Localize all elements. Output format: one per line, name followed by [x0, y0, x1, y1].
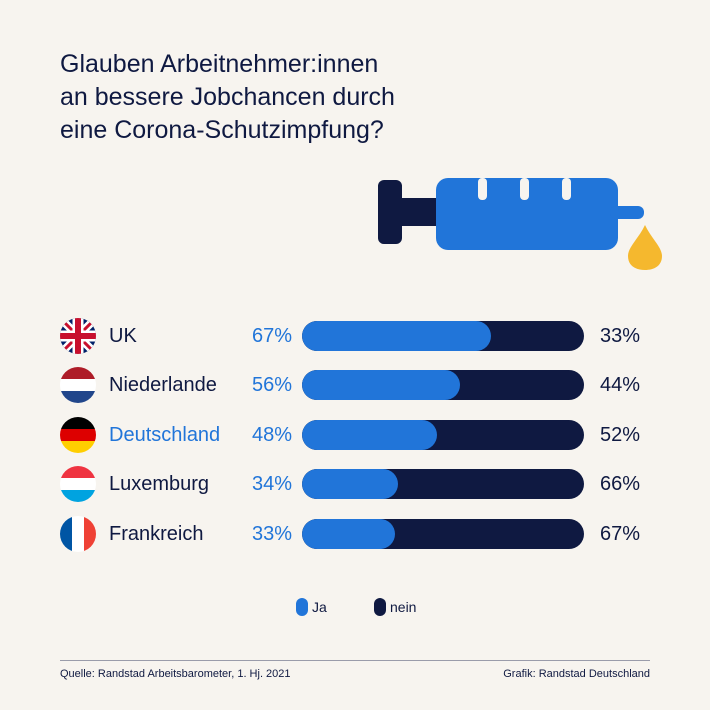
- chart-row-uk: UK 67% 33%: [0, 318, 710, 354]
- netherlands-flag-icon: [60, 367, 96, 403]
- bar-track: [302, 420, 584, 450]
- ja-bar: [302, 519, 396, 549]
- bar-track: [302, 370, 584, 400]
- france-flag-icon: [60, 516, 96, 552]
- footer-divider: [60, 660, 650, 661]
- bar-track: [302, 321, 584, 351]
- ja-bar: [302, 420, 438, 450]
- legend-swatch-ja: [296, 598, 308, 616]
- nein-data-label: 33%: [600, 325, 641, 347]
- title-line: eine Corona-Schutzimpfung?: [60, 116, 384, 144]
- drop-icon: [628, 225, 662, 270]
- luxembourg-flag-icon: [60, 466, 96, 502]
- legend-label-ja: Ja: [312, 599, 327, 615]
- title-line: an bessere Jobchancen durch: [60, 83, 395, 111]
- ja-data-label: 48%: [251, 424, 292, 446]
- nein-data-label: 52%: [600, 424, 641, 446]
- title-line: Glauben Arbeitnehmer:innen: [60, 50, 379, 78]
- chart-title: Glauben Arbeitnehmer:innen an bessere Jo…: [60, 48, 520, 147]
- chart-row-niederlande: Niederlande 56% 44%: [0, 367, 710, 403]
- legend-label-nein: nein: [390, 599, 417, 615]
- nein-data-label: 44%: [600, 374, 641, 396]
- nein-data-label: 66%: [600, 473, 641, 495]
- syringe-tick: [478, 178, 487, 200]
- syringe-plunger-cap: [378, 180, 402, 244]
- category-label: Niederlande: [109, 374, 217, 396]
- category-label: Deutschland: [109, 424, 221, 446]
- germany-flag-icon: [60, 417, 96, 453]
- credit-note: Grafik: Randstad Deutschland: [503, 668, 650, 680]
- syringe-tick: [520, 178, 529, 200]
- syringe-needle: [610, 206, 644, 219]
- ja-bar: [302, 469, 398, 499]
- syringe-tick: [562, 178, 571, 200]
- ja-data-label: 67%: [251, 325, 292, 347]
- chart-row-deutschland: Deutschland 48% 52%: [0, 417, 710, 453]
- category-label: Frankreich: [109, 523, 204, 545]
- ja-data-label: 33%: [251, 523, 292, 545]
- syringe-icon: [378, 178, 662, 270]
- chart-row-luxemburg: Luxemburg 34% 66%: [0, 466, 710, 502]
- category-label: UK: [109, 325, 137, 347]
- source-note: Quelle: Randstad Arbeitsbarometer, 1. Hj…: [60, 668, 291, 680]
- ja-bar: [302, 321, 491, 351]
- ja-data-label: 56%: [251, 374, 292, 396]
- legend-swatch-nein: [374, 598, 386, 616]
- ja-data-label: 34%: [251, 473, 292, 495]
- category-label: Luxemburg: [109, 473, 210, 495]
- bar-track: [302, 519, 584, 549]
- ja-bar: [302, 370, 460, 400]
- bar-track: [302, 469, 584, 499]
- nein-data-label: 67%: [600, 523, 641, 545]
- chart-row-frankreich: Frankreich 33% 67%: [0, 516, 710, 552]
- uk-flag-icon: [60, 318, 96, 354]
